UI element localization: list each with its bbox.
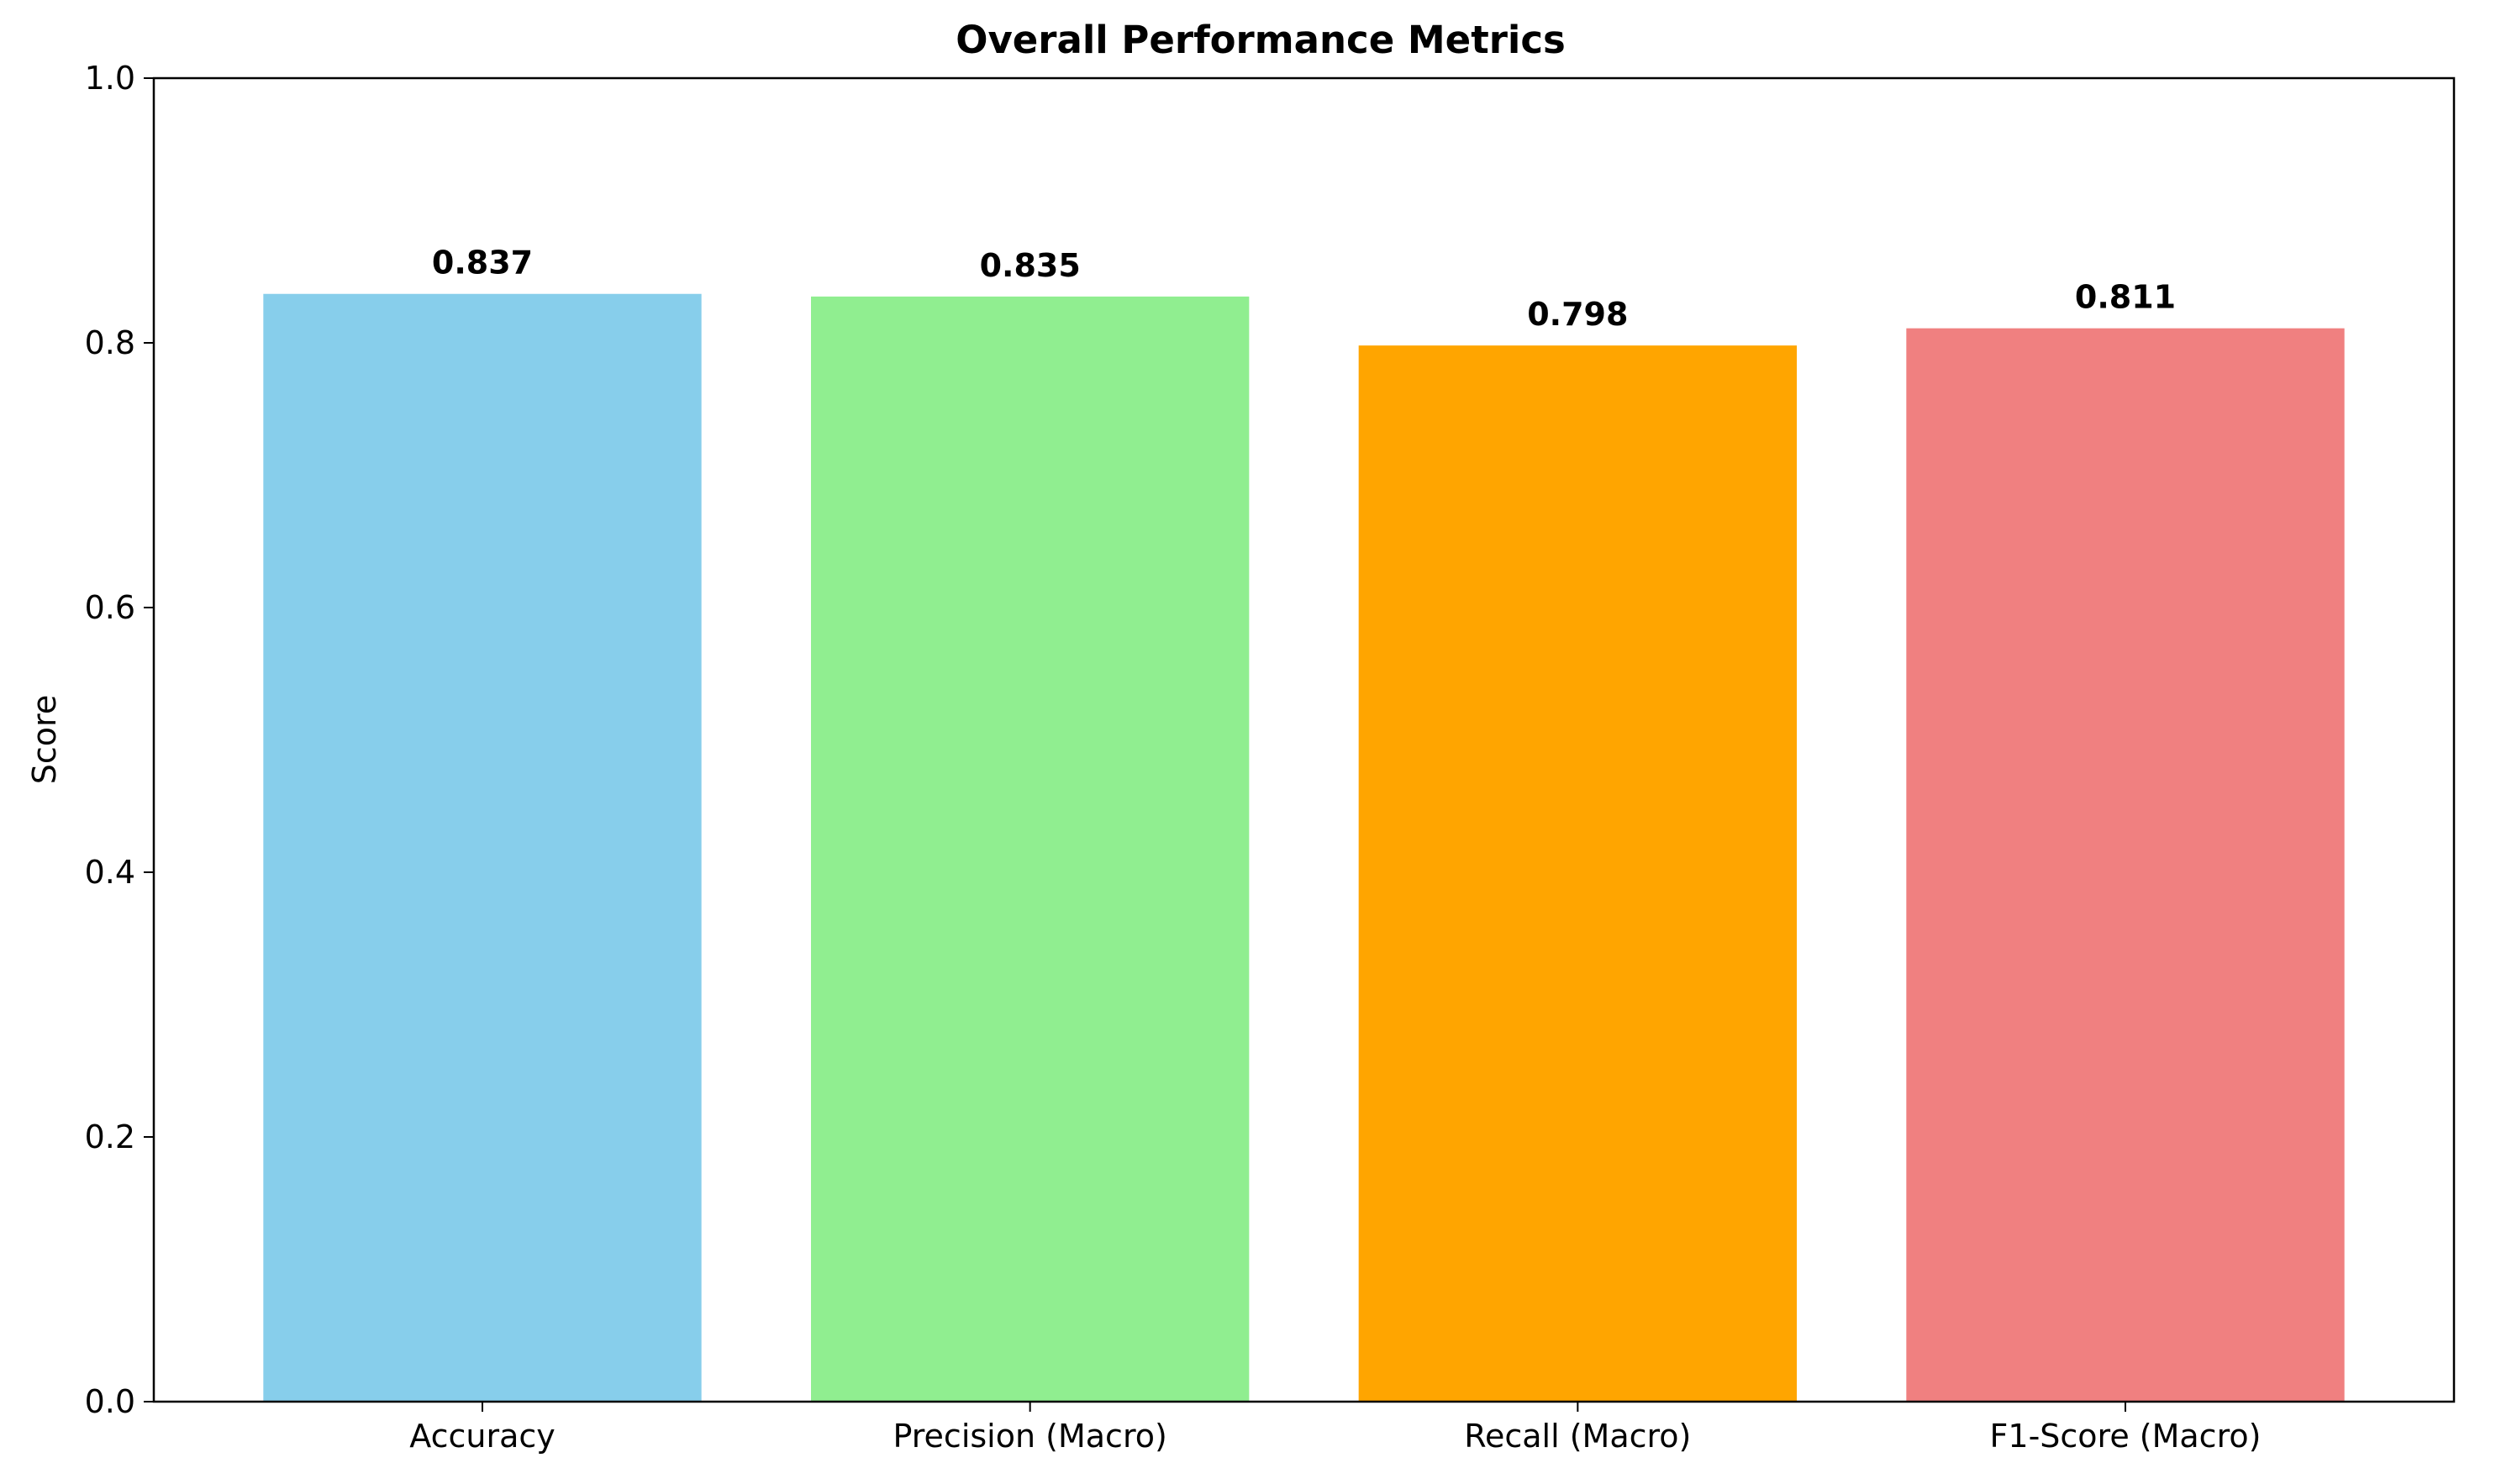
data-label-recall-macro: 0.798: [1527, 296, 1628, 333]
y-tick-label: 0.8: [85, 324, 135, 361]
x-tick-label-precision-macro: Precision (Macro): [893, 1418, 1167, 1455]
y-axis-ticks: 0.0 0.2 0.4 0.6 0.8 1.0: [85, 60, 154, 1420]
y-tick-label: 0.2: [85, 1118, 135, 1155]
data-label-accuracy: 0.837: [432, 245, 533, 282]
bar-f1-score-macro: [1906, 328, 2345, 1402]
y-axis-label: Score: [26, 695, 63, 784]
plot-frame: [152, 76, 2456, 1403]
y-tick-label: 0.0: [85, 1383, 135, 1420]
x-tick-label-recall-macro: Recall (Macro): [1464, 1418, 1691, 1455]
y-tick-label: 1.0: [85, 60, 135, 97]
chart-title: Overall Performance Metrics: [956, 18, 1566, 62]
y-tick-label: 0.6: [85, 589, 135, 626]
bar-recall-macro: [1358, 345, 1797, 1402]
data-labels-layer: 0.837 0.835 0.798 0.811: [432, 245, 2176, 333]
bar-accuracy: [263, 293, 702, 1402]
x-axis-ticks: Accuracy Precision (Macro) Recall (Macro) F…: [409, 1402, 2261, 1455]
bar-precision-macro: [811, 296, 1250, 1402]
data-label-precision-macro: 0.835: [980, 247, 1081, 284]
x-tick-label-f1-score-macro: F1-Score (Macro): [1990, 1418, 2262, 1455]
x-tick-label-accuracy: Accuracy: [409, 1418, 556, 1455]
bars-layer: [263, 293, 2345, 1402]
data-label-f1-score-macro: 0.811: [2075, 279, 2176, 316]
y-tick-label: 0.4: [85, 854, 135, 891]
